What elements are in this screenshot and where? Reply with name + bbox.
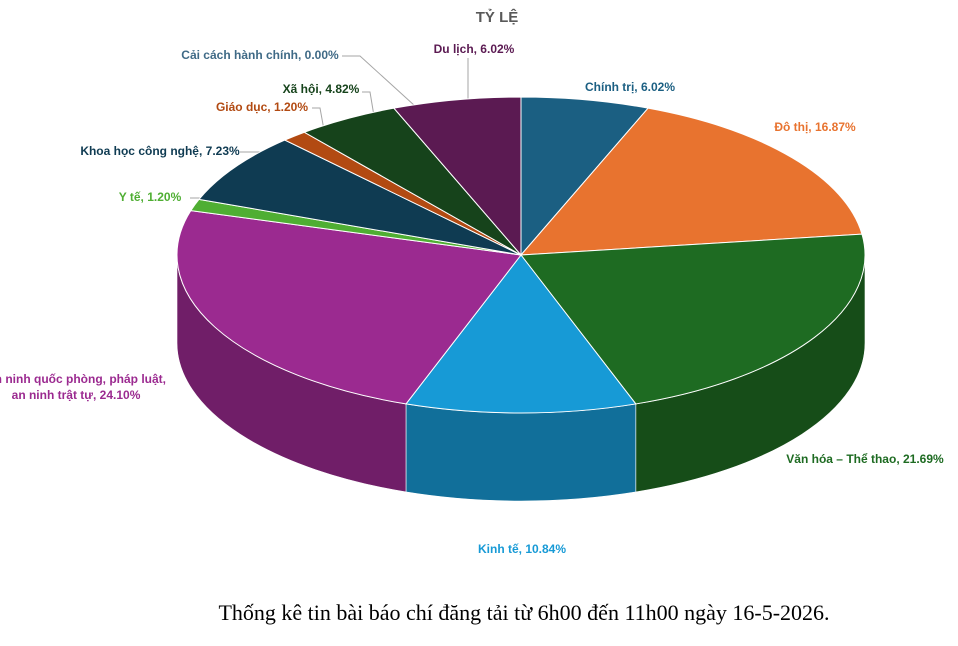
data-label: Kinh tế, 10.84% <box>478 542 566 556</box>
slice <box>520 233 866 405</box>
data-label: Cải cách hành chính, 0.00% <box>181 48 339 62</box>
data-label: Chính trị, 6.02% <box>585 80 675 94</box>
data-label: Du lịch, 6.02% <box>434 42 515 56</box>
leader-line <box>362 91 375 117</box>
slice <box>405 254 637 414</box>
slice-side <box>405 403 637 502</box>
slice <box>520 96 649 257</box>
slice <box>393 96 522 257</box>
slice <box>176 210 522 405</box>
data-label: Y tế, 1.20% <box>119 190 182 204</box>
data-label: Giáo dục, 1.20% <box>216 100 308 114</box>
slice <box>198 139 522 256</box>
pie <box>176 96 866 502</box>
leader-line <box>342 55 416 107</box>
slice <box>519 107 863 256</box>
chart-title: TỶ LỆ <box>476 8 519 26</box>
data-label: An ninh quốc phòng, pháp luật, an ninh tr… <box>0 372 166 402</box>
caption: Thống kê tin bài báo chí đăng tải từ 6h0… <box>218 600 829 625</box>
data-label: Văn hóa – Thể thao, 21.69% <box>786 452 944 466</box>
data-label: Khoa học công nghệ, 7.23% <box>80 144 240 158</box>
leader-line <box>312 107 325 131</box>
data-labels: Chính trị, 6.02% Đô thị, 16.87% Văn hóa – … <box>0 42 944 556</box>
data-label: Đô thị, 16.87% <box>774 120 856 134</box>
data-label: Xã hội, 4.82% <box>283 82 360 96</box>
